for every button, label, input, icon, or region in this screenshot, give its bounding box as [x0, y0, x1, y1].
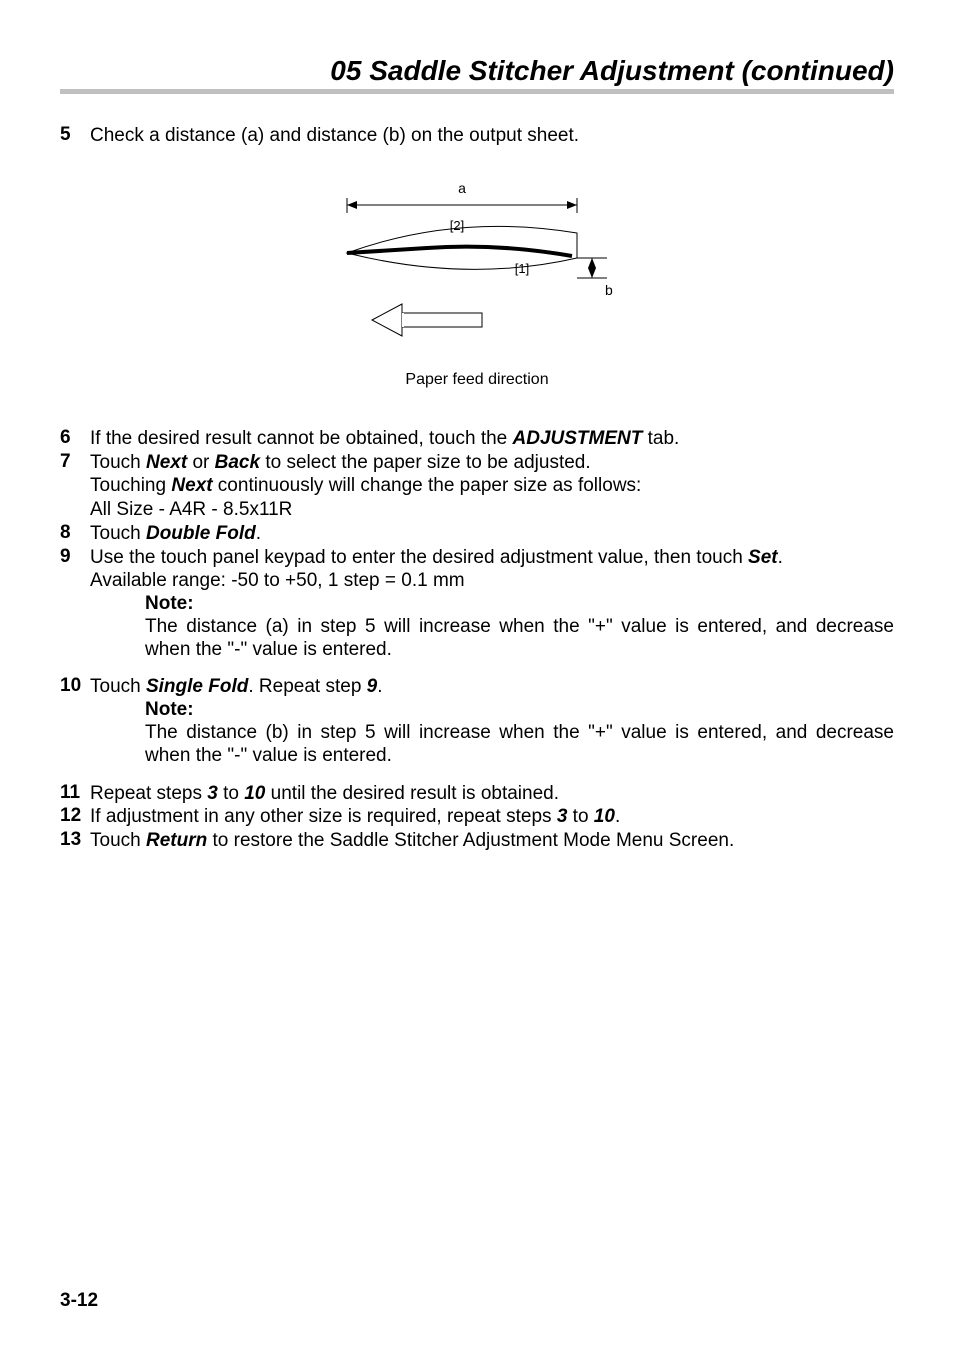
e1: Single Fold	[146, 676, 248, 697]
step-10: 10 Touch Single Fold. Repeat step 9.	[60, 675, 894, 699]
step-number: 13	[60, 829, 90, 851]
spacer	[60, 768, 894, 782]
emph: Double Fold	[146, 523, 256, 544]
label-b: b	[605, 282, 613, 298]
l1mid: or	[187, 452, 214, 473]
post: to restore the Saddle Stitcher Adjustmen…	[207, 830, 734, 851]
step-number: 10	[60, 675, 90, 697]
e2: 10	[244, 783, 265, 804]
mid: . Repeat step	[248, 676, 366, 697]
text-emph: ADJUSTMENT	[513, 428, 643, 449]
step-number: 11	[60, 782, 90, 804]
l1pre: Touch	[90, 452, 146, 473]
post: .	[377, 676, 382, 697]
step-text: Check a distance (a) and distance (b) on…	[90, 124, 894, 148]
e1: 3	[207, 783, 218, 804]
text-pre: If the desired result cannot be obtained…	[90, 428, 513, 449]
e1: Return	[146, 830, 207, 851]
step-number: 6	[60, 427, 90, 449]
step-text: Repeat steps 3 to 10 until the desired r…	[90, 782, 894, 806]
note-title: Note:	[145, 699, 894, 722]
step-13: 13 Touch Return to restore the Saddle St…	[60, 829, 894, 853]
note-2: Note: The distance (b) in step 5 will in…	[145, 699, 894, 767]
pre: Touch	[90, 830, 146, 851]
text-post: tab.	[642, 428, 679, 449]
step-text: Touch Single Fold. Repeat step 9.	[90, 675, 894, 699]
label-a: a	[458, 180, 466, 196]
page-number: 3-12	[60, 1290, 98, 1312]
l1e2: Back	[215, 452, 260, 473]
e2: 9	[367, 676, 378, 697]
step-number: 9	[60, 546, 90, 568]
note-body: The distance (a) in step 5 will increase…	[145, 616, 894, 662]
step-number: 8	[60, 522, 90, 544]
step-text: Touch Double Fold.	[90, 522, 894, 546]
l2: Available range: -50 to +50, 1 step = 0.…	[90, 569, 465, 593]
l1post: to select the paper size to be adjusted.	[260, 452, 591, 473]
page-content: 05 Saddle Stitcher Adjustment (continued…	[0, 0, 954, 853]
step-text: Touch Return to restore the Saddle Stitc…	[90, 829, 894, 853]
diagram-inner: a [2] [1] b Paper feed direction	[327, 178, 627, 389]
fold-diagram: a [2] [1] b Paper feed direction	[60, 178, 894, 389]
page-title: 05 Saddle Stitcher Adjustment (continued…	[330, 55, 894, 86]
pre: Touch	[90, 676, 146, 697]
label-2: [2]	[450, 218, 464, 233]
post: .	[256, 523, 261, 544]
step-8: 8 Touch Double Fold.	[60, 522, 894, 546]
label-1: [1]	[515, 261, 529, 276]
pre: If adjustment in any other size is requi…	[90, 806, 557, 827]
note-title: Note:	[145, 593, 894, 616]
emph: 5	[365, 722, 376, 743]
step-7: 7 Touch Next or Back to select the paper…	[60, 451, 894, 522]
l1pre: Use the touch panel keypad to enter the …	[90, 547, 748, 568]
spacer	[60, 661, 894, 675]
post: .	[615, 806, 620, 827]
pre: The distance (a) in step	[145, 616, 365, 637]
step-text: Use the touch panel keypad to enter the …	[90, 546, 894, 594]
l1post: .	[778, 547, 783, 568]
step-6: 6 If the desired result cannot be obtain…	[60, 427, 894, 451]
step-number: 12	[60, 805, 90, 827]
diagram-caption: Paper feed direction	[327, 371, 627, 389]
pre: Repeat steps	[90, 783, 207, 804]
l1e: Set	[748, 547, 778, 568]
diagram-svg: a [2] [1] b	[327, 178, 627, 358]
step-text: Touch Next or Back to select the paper s…	[90, 451, 894, 522]
note-1: Note: The distance (a) in step 5 will in…	[145, 593, 894, 661]
l3: All Size - A4R - 8.5x11R	[90, 499, 292, 520]
emph: 5	[365, 616, 376, 637]
pre: Touch	[90, 523, 146, 544]
l2e: Next	[171, 475, 212, 496]
e1: 3	[557, 806, 568, 827]
step-text: If adjustment in any other size is requi…	[90, 805, 894, 829]
l1e1: Next	[146, 452, 187, 473]
step-11: 11 Repeat steps 3 to 10 until the desire…	[60, 782, 894, 806]
step-12: 12 If adjustment in any other size is re…	[60, 805, 894, 829]
l2post: continuously will change the paper size …	[213, 475, 642, 496]
section-header: 05 Saddle Stitcher Adjustment (continued…	[60, 55, 894, 94]
mid: to	[567, 806, 593, 827]
step-text: If the desired result cannot be obtained…	[90, 427, 894, 451]
step-number: 7	[60, 451, 90, 473]
note-body: The distance (b) in step 5 will increase…	[145, 722, 894, 768]
pre: The distance (b) in step	[145, 722, 365, 743]
step-number: 5	[60, 124, 90, 146]
step-5: 5 Check a distance (a) and distance (b) …	[60, 124, 894, 148]
post: until the desired result is obtained.	[265, 783, 559, 804]
e2: 10	[594, 806, 615, 827]
mid: to	[218, 783, 244, 804]
l2pre: Touching	[90, 475, 171, 496]
step-9: 9 Use the touch panel keypad to enter th…	[60, 546, 894, 594]
